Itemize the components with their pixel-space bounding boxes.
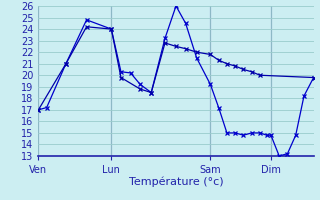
X-axis label: Température (°c): Température (°c) <box>129 176 223 187</box>
